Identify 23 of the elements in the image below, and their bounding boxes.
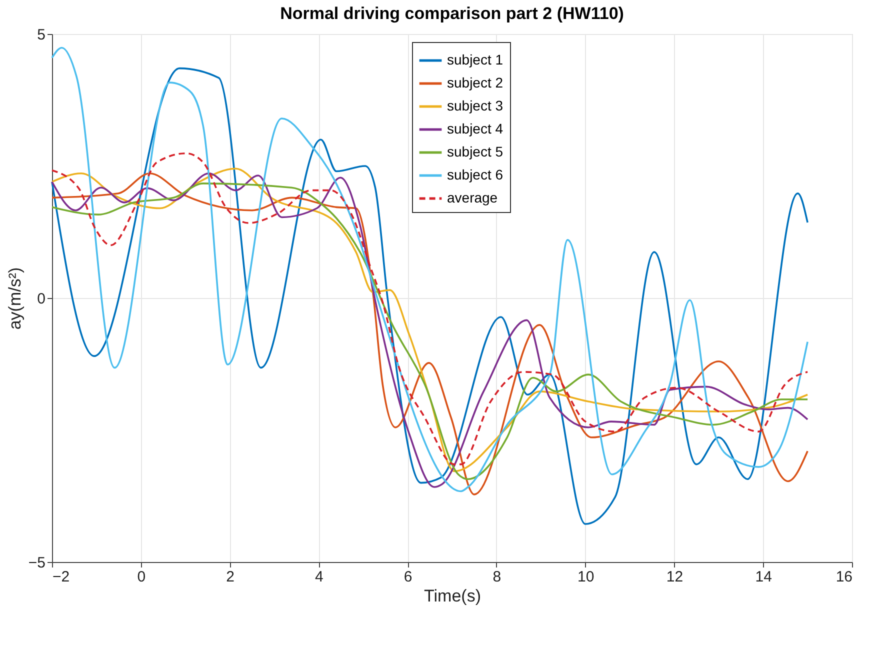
x-tick-label: 14: [755, 568, 772, 586]
x-tick-label: 8: [492, 568, 502, 586]
x-tick-label: 10: [577, 568, 594, 586]
y-axis-title: ay(m/s²): [5, 267, 24, 330]
y-tick-label: −5: [28, 554, 46, 572]
x-tick-label: 6: [404, 568, 412, 586]
x-tick-label: −2: [52, 568, 70, 586]
legend-label: subject 4: [447, 120, 504, 136]
legend-label: subject 6: [447, 166, 504, 182]
legend-label: subject 5: [447, 144, 504, 160]
legend-label: subject 3: [447, 98, 504, 114]
x-tick-label: 0: [137, 568, 146, 586]
x-tick-label: 16: [836, 568, 852, 586]
legend-label: subject 1: [447, 52, 504, 68]
x-tick-label: 4: [314, 568, 324, 586]
y-tick-label: 5: [37, 26, 46, 44]
y-tick-label: 0: [37, 290, 46, 308]
chart-title: Normal driving comparison part 2 (HW110): [280, 4, 624, 23]
x-axis-title: Time(s): [424, 586, 481, 606]
x-tick-label: 2: [226, 568, 234, 586]
legend-label: subject 2: [447, 74, 504, 90]
legend-label: average: [447, 190, 498, 206]
x-tick-label: 12: [666, 568, 684, 586]
